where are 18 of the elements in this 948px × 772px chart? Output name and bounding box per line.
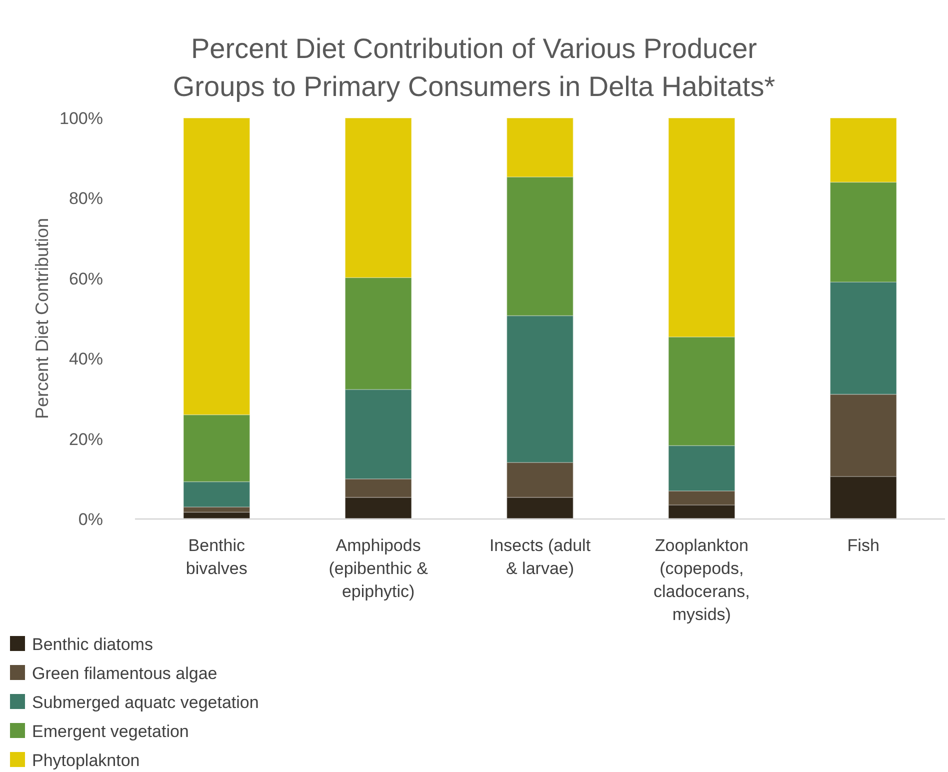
y-tick-label: 60% bbox=[68, 269, 103, 288]
y-tick-label: 100% bbox=[60, 108, 103, 128]
y-tick-label: 20% bbox=[68, 430, 103, 449]
legend-label: Green filamentous algae bbox=[32, 664, 218, 683]
x-tick-label: Amphipods (epibenthic & epiphytic) bbox=[328, 536, 429, 601]
y-axis-title: Percent Diet Contribution bbox=[32, 218, 52, 420]
x-tick-label: Insects (adult & larvae) bbox=[489, 536, 591, 578]
legend-label: Emergent vegetation bbox=[32, 722, 189, 741]
legend-label: Benthic diatoms bbox=[32, 634, 153, 654]
y-tick-label: 40% bbox=[68, 350, 103, 369]
x-tick-label: Benthic bivalves bbox=[186, 536, 248, 578]
x-tick-label: Fish bbox=[847, 536, 880, 555]
chart-title: Percent Diet Contribution of Various Producer Groups to Primary Consumers in Delta Habitats* bbox=[172, 33, 776, 102]
legend-label: Phytoplaknton bbox=[32, 750, 140, 770]
y-tick-label: 0% bbox=[78, 510, 103, 529]
x-tick-label: Zooplankton (copepods, cladocerans, mysids) bbox=[653, 536, 750, 624]
legend-label: Submerged aquatc vegetation bbox=[32, 692, 259, 712]
y-tick-label: 80% bbox=[68, 189, 103, 208]
